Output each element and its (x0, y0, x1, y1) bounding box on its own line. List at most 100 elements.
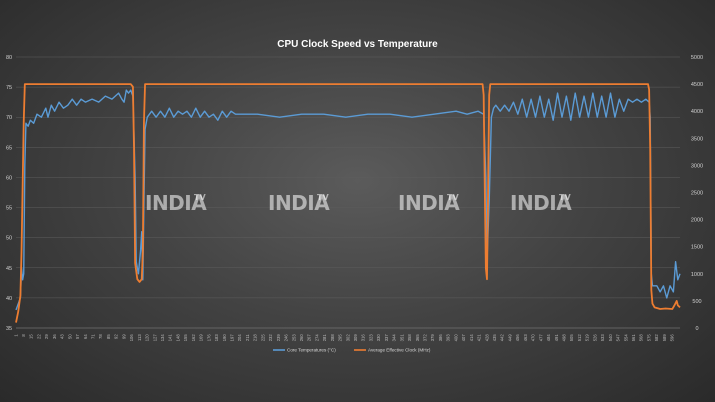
y-left-tick-label: 35 (6, 326, 12, 332)
x-tick-label: 414 (469, 334, 474, 342)
x-tick-label: 519 (585, 334, 590, 342)
x-tick-label: 435 (492, 334, 497, 342)
x-tick-label: 365 (415, 334, 420, 342)
x-tick-label: 344 (392, 334, 397, 342)
x-tick-label: 22 (36, 334, 41, 339)
x-tick-label: 253 (291, 334, 296, 342)
x-tick-label: 260 (299, 334, 304, 342)
x-tick-label: 372 (423, 334, 428, 342)
x-tick-label: 400 (453, 334, 458, 342)
x-tick-label: 50 (67, 334, 72, 339)
y-right-tick-label: 4000 (691, 109, 703, 115)
x-tick-label: 232 (268, 334, 273, 342)
x-tick-label: 386 (438, 334, 443, 342)
watermark-brand: INDIA (510, 191, 572, 215)
chart-title: CPU Clock Speed vs Temperature (277, 39, 438, 50)
x-tick-label: 470 (531, 334, 536, 342)
x-tick-label: 491 (554, 334, 559, 342)
watermark-suffix: TV (447, 193, 459, 202)
x-tick-label: 225 (260, 334, 265, 342)
watermark-suffix: TV (317, 193, 329, 202)
x-tick-label: 337 (384, 334, 389, 342)
y-right-tick-label: 500 (692, 299, 701, 305)
x-tick-label: 162 (191, 334, 196, 342)
x-tick-label: 246 (284, 334, 289, 342)
x-tick-label: 148 (175, 334, 180, 342)
x-tick-label: 498 (561, 334, 566, 342)
x-tick-label: 141 (168, 334, 173, 342)
x-tick-label: 323 (368, 334, 373, 342)
y-left-tick-label: 75 (6, 85, 12, 91)
x-tick-label: 568 (639, 334, 644, 342)
x-tick-label: 554 (623, 334, 628, 342)
watermark-suffix: TV (559, 193, 571, 202)
x-tick-label: 190 (222, 334, 227, 342)
x-tick-label: 547 (616, 334, 621, 342)
y-left-tick-label: 50 (6, 236, 12, 242)
x-tick-label: 71 (91, 334, 96, 339)
x-tick-label: 197 (229, 334, 234, 342)
x-tick-label: 29 (44, 334, 49, 339)
x-tick-label: 407 (461, 334, 466, 342)
x-tick-label: 204 (237, 334, 242, 342)
y-left-tick-label: 70 (6, 115, 12, 121)
x-tick-label: 526 (592, 334, 597, 342)
y-left-tick-label: 45 (6, 266, 12, 272)
x-tick-label: 120 (145, 334, 150, 342)
x-tick-label: 596 (670, 334, 675, 342)
x-tick-label: 43 (60, 334, 65, 339)
x-tick-label: 505 (569, 334, 574, 342)
x-tick-label: 288 (330, 334, 335, 342)
x-tick-label: 589 (662, 334, 667, 342)
x-tick-label: 330 (376, 334, 381, 342)
x-tick-label: 106 (129, 334, 134, 342)
x-tick-label: 155 (183, 334, 188, 342)
x-tick-label: 561 (631, 334, 636, 342)
x-tick-label: 533 (600, 334, 605, 342)
series-lines (15, 83, 681, 323)
x-tick-label: 442 (500, 334, 505, 342)
x-tick-label: 183 (214, 334, 219, 342)
y-right-tick-label: 4500 (691, 82, 703, 88)
watermark-suffix: TV (194, 193, 206, 202)
x-tick-label: 351 (399, 334, 404, 342)
x-tick-label: 85 (106, 334, 111, 339)
x-tick-label: 239 (276, 334, 281, 342)
x-tick-label: 113 (137, 334, 142, 341)
y-right-tick-label: 2500 (691, 191, 703, 197)
x-tick-label: 169 (199, 334, 204, 342)
x-tick-label: 295 (338, 334, 343, 342)
x-tick-label: 274 (314, 334, 319, 342)
y-right-tick-label: 3500 (691, 136, 703, 142)
y-left-tick-label: 40 (6, 296, 12, 302)
y-right-tick-label: 2000 (691, 218, 703, 224)
x-tick-label: 456 (515, 334, 520, 342)
x-tick-label: 302 (345, 334, 350, 342)
y-left-tick-label: 60 (6, 175, 12, 181)
x-tick-label: 309 (353, 334, 358, 342)
left-axis-ticks: 35 40 45 50 55 60 65 70 75 80 (6, 55, 12, 332)
x-tick-label: 176 (206, 334, 211, 342)
x-tick-label: 218 (253, 334, 258, 342)
x-tick-label: 267 (307, 334, 312, 342)
legend-label: Average Effective Clock (MHz) (368, 348, 431, 353)
x-tick-label: 99 (121, 334, 126, 339)
watermark-brand: INDIA (145, 191, 207, 215)
x-tick-label: 575 (646, 334, 651, 342)
x-tick-label: 421 (477, 334, 482, 342)
y-left-tick-label: 80 (6, 55, 12, 61)
x-tick-label: 1 (13, 334, 18, 337)
x-axis-ticks: 1 8 15 22 29 36 43 50 57 64 71 78 85 92 99 106 113 120 127… (13, 334, 674, 342)
y-right-tick-label: 5000 (691, 55, 703, 61)
x-tick-label: 316 (361, 334, 366, 342)
x-tick-label: 36 (52, 334, 57, 339)
x-tick-label: 428 (484, 334, 489, 342)
y-right-tick-label: 1000 (691, 272, 703, 278)
x-tick-label: 15 (29, 334, 34, 339)
x-tick-label: 393 (446, 334, 451, 342)
